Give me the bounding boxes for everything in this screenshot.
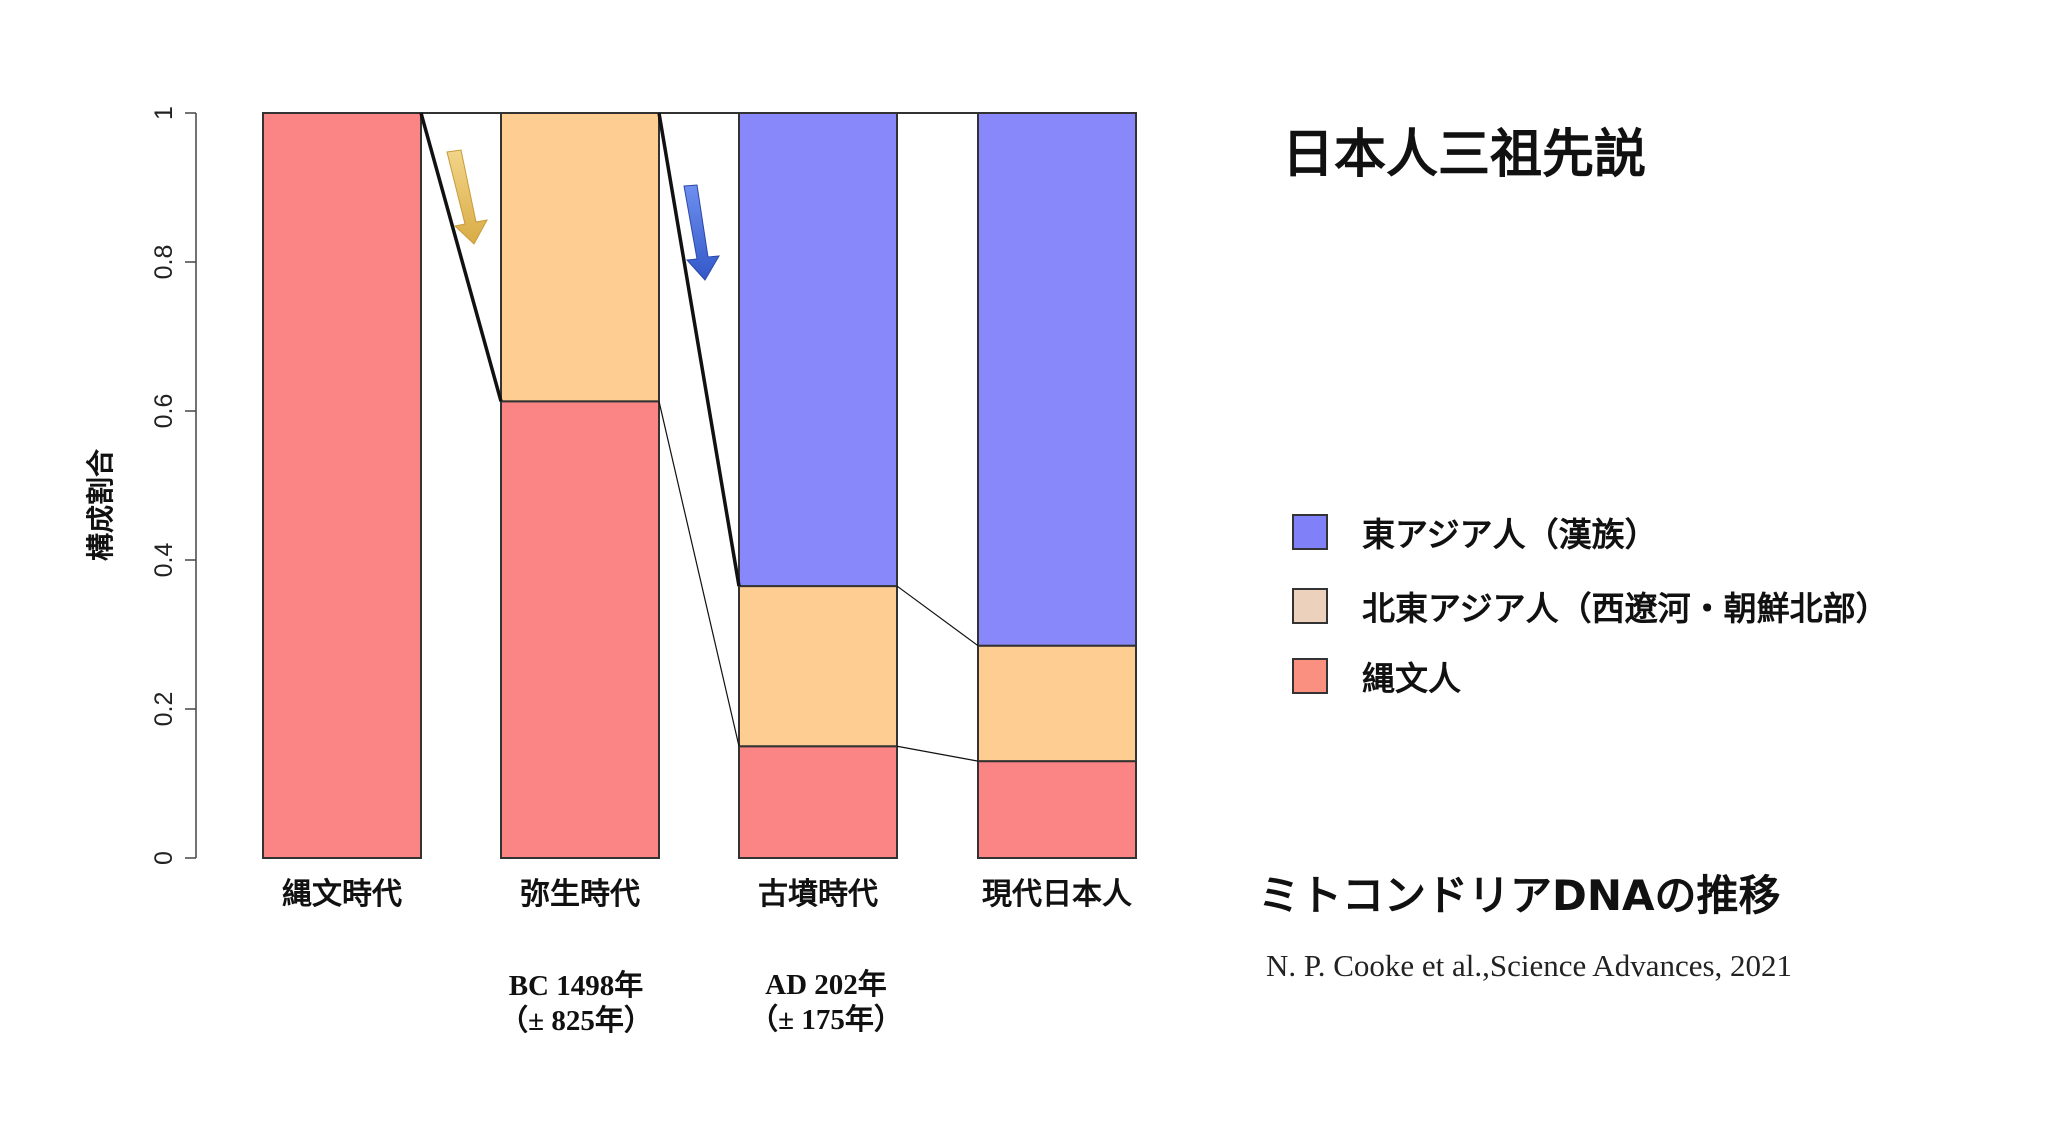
date-label-yayoi-line2: （± 825年） (499, 1003, 653, 1037)
blue-down-arrow-icon (683, 184, 720, 281)
bar-segment-s0-c3 (977, 760, 1137, 860)
legend-item-jomon: 縄文人 (1292, 652, 1461, 700)
bar-segment-s1-c2 (738, 585, 898, 748)
bar-segment-s0-c0 (262, 112, 422, 859)
date-label-yayoi-line1: BC 1498年 (509, 968, 644, 1002)
bar-segment-s2-c3 (977, 112, 1137, 647)
date-label-kofun-line1: AD 202年 (765, 967, 887, 1001)
connector-s0-c2 (896, 745, 979, 762)
page-title: 日本人三祖先説 (1282, 125, 1647, 185)
legend-item-east-asian: 東アジア人（漢族） (1292, 508, 1658, 556)
bars-layer (262, 112, 1137, 860)
category-label-1: 弥生時代 (520, 877, 640, 912)
bar-segment-s2-c2 (738, 112, 898, 588)
connector-s0-c1 (658, 401, 740, 747)
legend-swatch-northeast-asian (1292, 588, 1328, 624)
y-tick-label-5: 1 (150, 106, 178, 120)
bar-segment-s0-c2 (738, 745, 898, 859)
x-axis-category-labels: 縄文時代 弥生時代 古墳時代 現代日本人 (282, 877, 1132, 912)
citation: N. P. Cooke et al.,Science Advances, 202… (1266, 948, 1793, 983)
y-tick-label-3: 0.6 (150, 394, 178, 429)
category-label-3: 現代日本人 (982, 877, 1132, 912)
y-tick-label-1: 0.2 (150, 692, 178, 727)
y-axis-label: 構成割合 (84, 448, 117, 561)
subtitle: ミトコンドリアDNAの推移 (1258, 871, 1781, 920)
connector-s0-c0 (419, 112, 503, 402)
y-tick-label-4: 0.8 (150, 245, 178, 280)
bar-segment-s1-c1 (500, 112, 660, 403)
legend-label-east-asian: 東アジア人（漢族） (1362, 515, 1658, 554)
category-label-2: 古墳時代 (758, 877, 878, 912)
legend-item-northeast-asian: 北東アジア人（西遼河・朝鮮北部） (1292, 582, 1889, 630)
legend-swatch-jomon (1292, 658, 1328, 694)
date-label-kofun-line2: （± 175年） (749, 1002, 903, 1036)
y-tick-label-2: 0.4 (150, 543, 178, 578)
y-tick-label-0: 0 (150, 851, 178, 865)
legend-label-northeast-asian: 北東アジア人（西遼河・朝鮮北部） (1362, 589, 1889, 628)
connector-lines (263, 112, 1136, 762)
connector-s1-c1 (657, 112, 741, 587)
category-label-0: 縄文時代 (282, 877, 402, 912)
connector-s1-c2 (896, 585, 979, 647)
legend-label-jomon: 縄文人 (1362, 659, 1461, 698)
bar-segment-s0-c1 (500, 400, 660, 859)
y-axis: 0 0.2 0.4 0.6 0.8 1 (150, 106, 197, 865)
gold-down-arrow-icon (446, 149, 488, 245)
legend-swatch-east-asian (1292, 514, 1328, 550)
bar-segment-s1-c3 (977, 644, 1137, 763)
